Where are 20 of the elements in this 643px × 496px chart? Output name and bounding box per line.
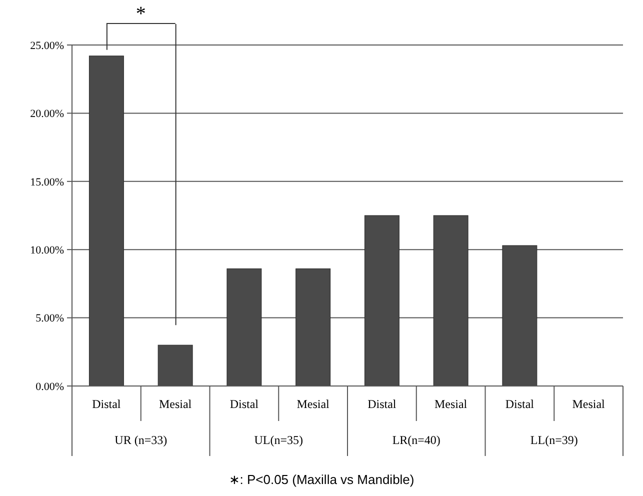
text: UL(n=35) [254, 433, 304, 447]
y-tick-label: 5.00% [36, 312, 64, 325]
x-tick-label: Distal [505, 397, 535, 411]
y-tick-label: 25.00% [30, 40, 64, 52]
y-tick-label: 0.00% [36, 380, 64, 393]
x-tick-label: Mesial [158, 397, 192, 411]
text: LL(n=39) [530, 433, 578, 447]
y-tick-label: 10.00% [30, 244, 64, 256]
x-tick-label: Distal [92, 397, 122, 411]
text: LR(n=40) [392, 433, 440, 447]
y-tick-label: 20.00% [30, 108, 64, 120]
text: UR (n=33) [114, 433, 168, 447]
x-tick-label: Distal [368, 397, 397, 411]
text: * [136, 3, 146, 25]
x-tick-label: Mesial [434, 397, 468, 411]
x-tick-label: Mesial [296, 397, 330, 411]
x-tick-label: Mesial [572, 397, 606, 411]
x-tick-label: Distal [230, 397, 260, 411]
text: ∗: P<0.05 (Maxilla vs Mandible) [228, 472, 414, 487]
y-tick-label: 15.00% [30, 176, 64, 188]
